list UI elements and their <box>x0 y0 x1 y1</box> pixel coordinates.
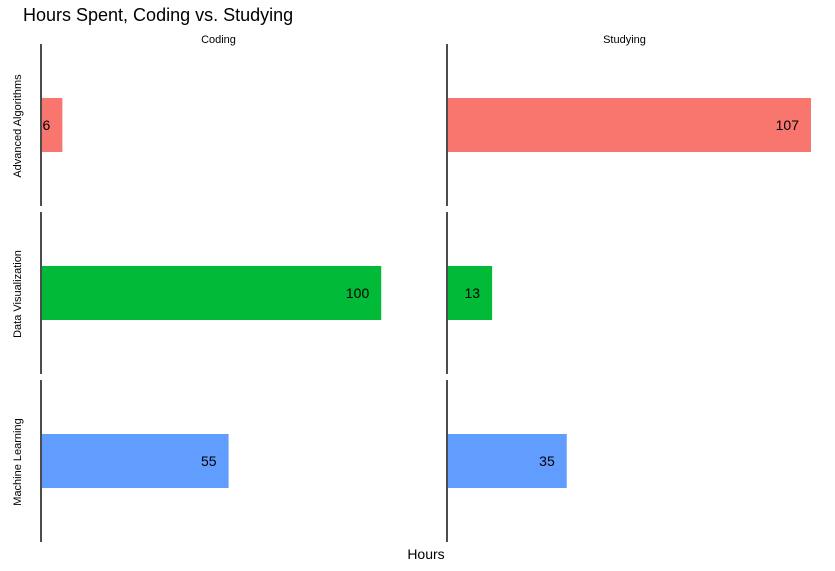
bar-coding-data-visualization <box>42 266 382 320</box>
bar-coding-advanced-algorithms <box>42 98 63 152</box>
value-label-studying-machine-learning: 35 <box>539 453 555 469</box>
facet-strip-studying: Studying <box>603 34 646 46</box>
facet-strip-coding: Coding <box>201 34 236 46</box>
facet-row-label-data-visualization: Data Visualization <box>12 250 24 338</box>
bar-studying-advanced-algorithms <box>448 98 811 152</box>
bar-studying-data-visualization <box>448 266 493 320</box>
facet-row-label-machine-learning: Machine Learning <box>12 418 24 505</box>
bars <box>42 98 811 488</box>
facet-row-label-advanced-algorithms: Advanced Algorithms <box>12 74 24 178</box>
bar-studying-machine-learning <box>448 434 567 488</box>
value-label-coding-machine-learning: 55 <box>201 453 217 469</box>
facet-row-labels: Advanced Algorithms Data Visualization Mac… <box>12 74 24 506</box>
chart-title: Hours Spent, Coding vs. Studying <box>23 5 293 25</box>
bar-value-labels: 6 100 55 107 13 35 <box>43 117 800 469</box>
value-label-studying-data-visualization: 13 <box>465 285 481 301</box>
value-label-coding-advanced-algorithms: 6 <box>43 117 51 133</box>
x-axis-label: Hours <box>407 546 444 562</box>
facet-axes <box>40 44 448 542</box>
bar-coding-machine-learning <box>42 434 229 488</box>
value-label-studying-advanced-algorithms: 107 <box>776 117 800 133</box>
value-label-coding-data-visualization: 100 <box>346 285 370 301</box>
facet-strips: Coding Studying <box>201 34 646 46</box>
